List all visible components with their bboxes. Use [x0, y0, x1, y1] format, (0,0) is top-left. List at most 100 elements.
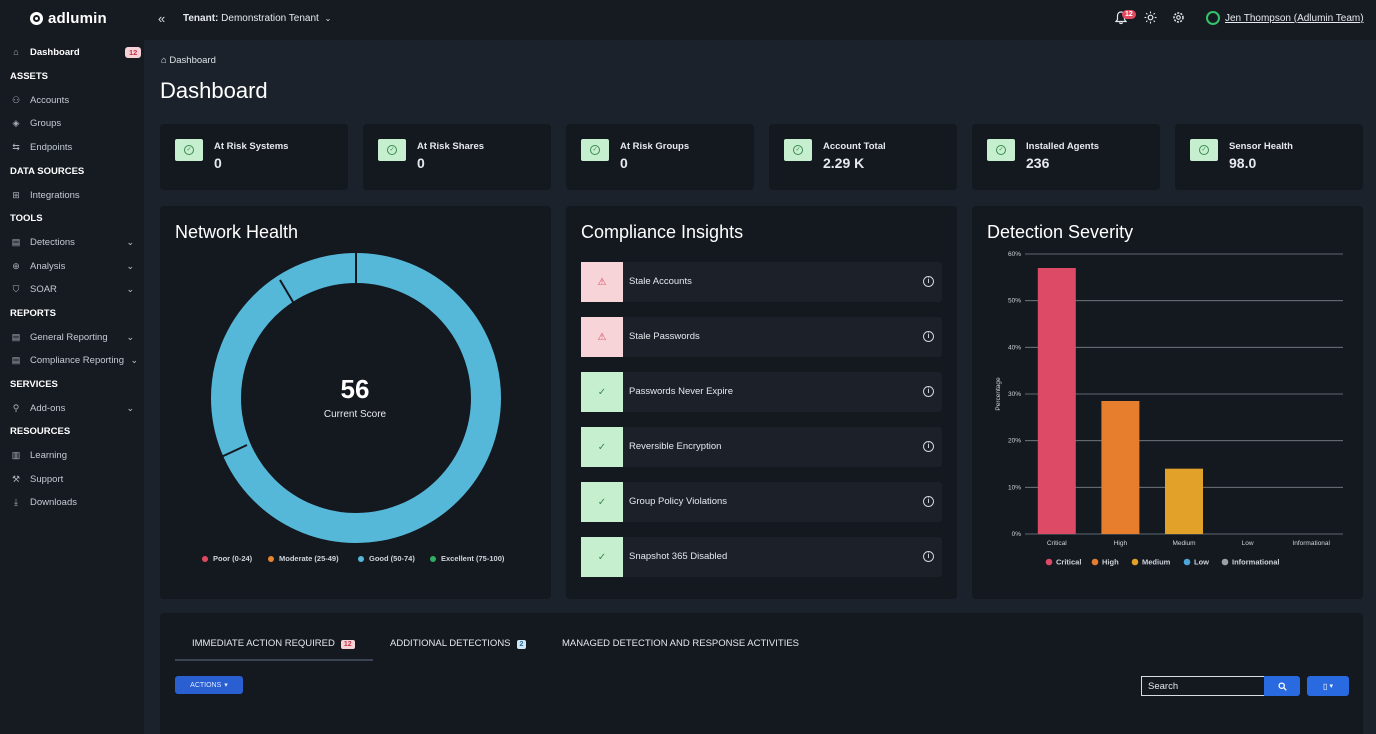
legend-item-excellent[interactable]: Excellent (75-100): [430, 554, 504, 563]
sidebar-item-learning[interactable]: ▥ Learning: [10, 447, 138, 463]
user-avatar-icon[interactable]: [1206, 11, 1220, 25]
info-icon[interactable]: i: [923, 441, 934, 452]
y-tick-label: 0%: [1012, 531, 1022, 538]
compliance-item-passwords-never-expire[interactable]: ✓ Passwords Never Expire i: [581, 372, 942, 412]
stat-label: At Risk Groups: [620, 141, 690, 152]
info-icon[interactable]: i: [923, 386, 934, 397]
user-menu-link[interactable]: Jen Thompson (Adlumin Team): [1225, 13, 1364, 24]
stat-value: 0: [620, 155, 628, 171]
y-tick-label: 60%: [1008, 251, 1021, 258]
check-icon: ✓: [581, 372, 623, 412]
logo-icon: [30, 12, 43, 25]
sidebar-item-dashboard[interactable]: ⌂ Dashboard 12: [10, 44, 142, 60]
sidebar-item-groups[interactable]: ◈ Groups: [10, 115, 138, 131]
stat-label: Sensor Health: [1229, 141, 1293, 152]
wrench-icon: ⚒: [11, 473, 21, 484]
gear-icon[interactable]: [1172, 11, 1185, 24]
legend-label: Good (50-74): [369, 554, 415, 563]
stat-card-installed-agents[interactable]: ✓ Installed Agents 236: [972, 124, 1160, 190]
breadcrumb-item: Dashboard: [169, 55, 216, 66]
check-icon: ✓: [581, 537, 623, 577]
section-header-data-sources: DATA SOURCES: [10, 166, 85, 177]
y-tick-label: 40%: [1008, 344, 1021, 351]
sidebar-item-detections[interactable]: ▤ Detections ⌄: [10, 234, 138, 250]
compliance-item-snapshot-365-disabled[interactable]: ✓ Snapshot 365 Disabled i: [581, 537, 942, 577]
tab-immediate-action-required[interactable]: IMMEDIATE ACTION REQUIRED 12: [192, 638, 355, 649]
legend-item-good[interactable]: Good (50-74): [358, 554, 415, 563]
check-circle-icon: ✓: [581, 139, 609, 161]
section-header-reports: REPORTS: [10, 308, 56, 319]
sidebar-item-label: Learning: [30, 449, 67, 461]
network-health-panel: Network Health 56 Current Score Poor (0-…: [160, 206, 551, 599]
actions-dropdown-button[interactable]: ACTIONS ▾: [175, 676, 243, 694]
legend-dot: [1131, 558, 1139, 566]
collapse-sidebar-icon[interactable]: «: [158, 11, 166, 26]
theme-toggle-icon[interactable]: [1144, 11, 1157, 24]
x-tick-label: Informational: [1292, 540, 1330, 547]
info-icon[interactable]: i: [923, 496, 934, 507]
sidebar-item-label: Endpoints: [30, 141, 73, 153]
sidebar-item-label: Compliance Reporting: [30, 354, 124, 366]
tab-additional-detections[interactable]: ADDITIONAL DETECTIONS 2: [390, 638, 527, 649]
legend-item-poor[interactable]: Poor (0-24): [202, 554, 252, 563]
stat-card-at-risk-shares[interactable]: ✓ At Risk Shares 0: [363, 124, 551, 190]
sidebar-item-support[interactable]: ⚒ Support: [10, 471, 138, 487]
active-tab-indicator: [175, 659, 373, 661]
search-input[interactable]: Search: [1141, 676, 1265, 696]
sidebar-item-accounts[interactable]: ⚇ Accounts: [10, 92, 138, 108]
sidebar-item-endpoints[interactable]: ⇆ Endpoints: [10, 139, 138, 155]
x-tick-label: Critical: [1047, 540, 1067, 547]
sidebar-item-analysis[interactable]: ⊕ Analysis ⌄: [10, 258, 138, 274]
plugin-icon: ⚲: [12, 402, 20, 413]
notification-badge: 12: [1122, 10, 1136, 19]
breadcrumb[interactable]: ⌂ Dashboard: [161, 55, 216, 66]
tab-label: MANAGED DETECTION AND RESPONSE ACTIVITIE…: [562, 638, 800, 649]
detection-severity-chart: 0% 10% 20% 30% 40% 50% 60% Percentage Critical Hi…: [995, 251, 1343, 567]
legend-dot: [430, 555, 436, 562]
stat-card-sensor-health[interactable]: ✓ Sensor Health 98.0: [1175, 124, 1363, 190]
sidebar-item-integrations[interactable]: ⊞ Integrations: [10, 187, 138, 203]
compliance-item-reversible-encryption[interactable]: ✓ Reversible Encryption i: [581, 427, 942, 467]
stat-card-account-total[interactable]: ✓ Account Total 2.29 K: [769, 124, 957, 190]
current-score-value: 56: [340, 374, 370, 404]
compliance-item-label: Snapshot 365 Disabled: [629, 551, 728, 562]
sidebar-item-soar[interactable]: ⛉ SOAR ⌄: [10, 281, 138, 297]
sidebar-item-label: Analysis: [30, 260, 66, 272]
compliance-item-group-policy-violations[interactable]: ✓ Group Policy Violations i: [581, 482, 942, 522]
stat-value: 236: [1026, 155, 1050, 171]
home-icon: ⌂: [13, 47, 19, 57]
legend-item-moderate[interactable]: Moderate (25-49): [268, 554, 339, 563]
info-icon[interactable]: i: [923, 331, 934, 342]
sidebar-item-general-reporting[interactable]: ▤ General Reporting ⌄: [10, 329, 138, 345]
caret-down-icon: ▾: [224, 682, 228, 689]
bar-critical: [1037, 268, 1076, 534]
search-button[interactable]: [1264, 676, 1300, 696]
compliance-item-stale-accounts[interactable]: ⚠ Stale Accounts i: [581, 262, 942, 302]
info-icon[interactable]: i: [923, 551, 934, 562]
logo-text: adlumin: [48, 10, 107, 27]
sidebar-item-label: Groups: [30, 117, 62, 129]
book-icon: ▥: [11, 449, 21, 460]
sidebar-item-compliance-reporting[interactable]: ▤ Compliance Reporting ⌄: [10, 352, 138, 368]
info-icon[interactable]: i: [923, 276, 934, 287]
stat-value: 0: [417, 155, 425, 171]
legend-dot: [202, 555, 208, 562]
stat-card-at-risk-systems[interactable]: ✓ At Risk Systems 0: [160, 124, 348, 190]
search-input-text: Search: [1148, 681, 1179, 692]
legend-dot: [1221, 558, 1229, 566]
stat-label: At Risk Shares: [417, 141, 485, 152]
chevron-down-icon: ⌄: [126, 260, 134, 271]
check-circle-icon: ✓: [1190, 139, 1218, 161]
page-title: Dashboard: [160, 78, 268, 103]
adlumin-logo[interactable]: adlumin: [30, 10, 107, 27]
sidebar-item-addons[interactable]: ⚲ Add-ons ⌄: [10, 400, 138, 416]
compliance-item-label: Stale Accounts: [629, 276, 692, 287]
tenant-selector[interactable]: Tenant: Demonstration Tenant ⌄: [183, 13, 331, 24]
compliance-item-stale-passwords[interactable]: ⚠ Stale Passwords i: [581, 317, 942, 357]
stat-card-at-risk-groups[interactable]: ✓ At Risk Groups 0: [566, 124, 754, 190]
sidebar-item-downloads[interactable]: ⤓ Downloads: [10, 494, 138, 510]
chevron-down-icon: ⌄: [126, 236, 134, 247]
report-icon: ▤: [11, 331, 21, 342]
tab-managed-detection-response[interactable]: MANAGED DETECTION AND RESPONSE ACTIVITIE…: [562, 638, 799, 649]
export-dropdown-button[interactable]: ▯ ▾: [1307, 676, 1349, 696]
